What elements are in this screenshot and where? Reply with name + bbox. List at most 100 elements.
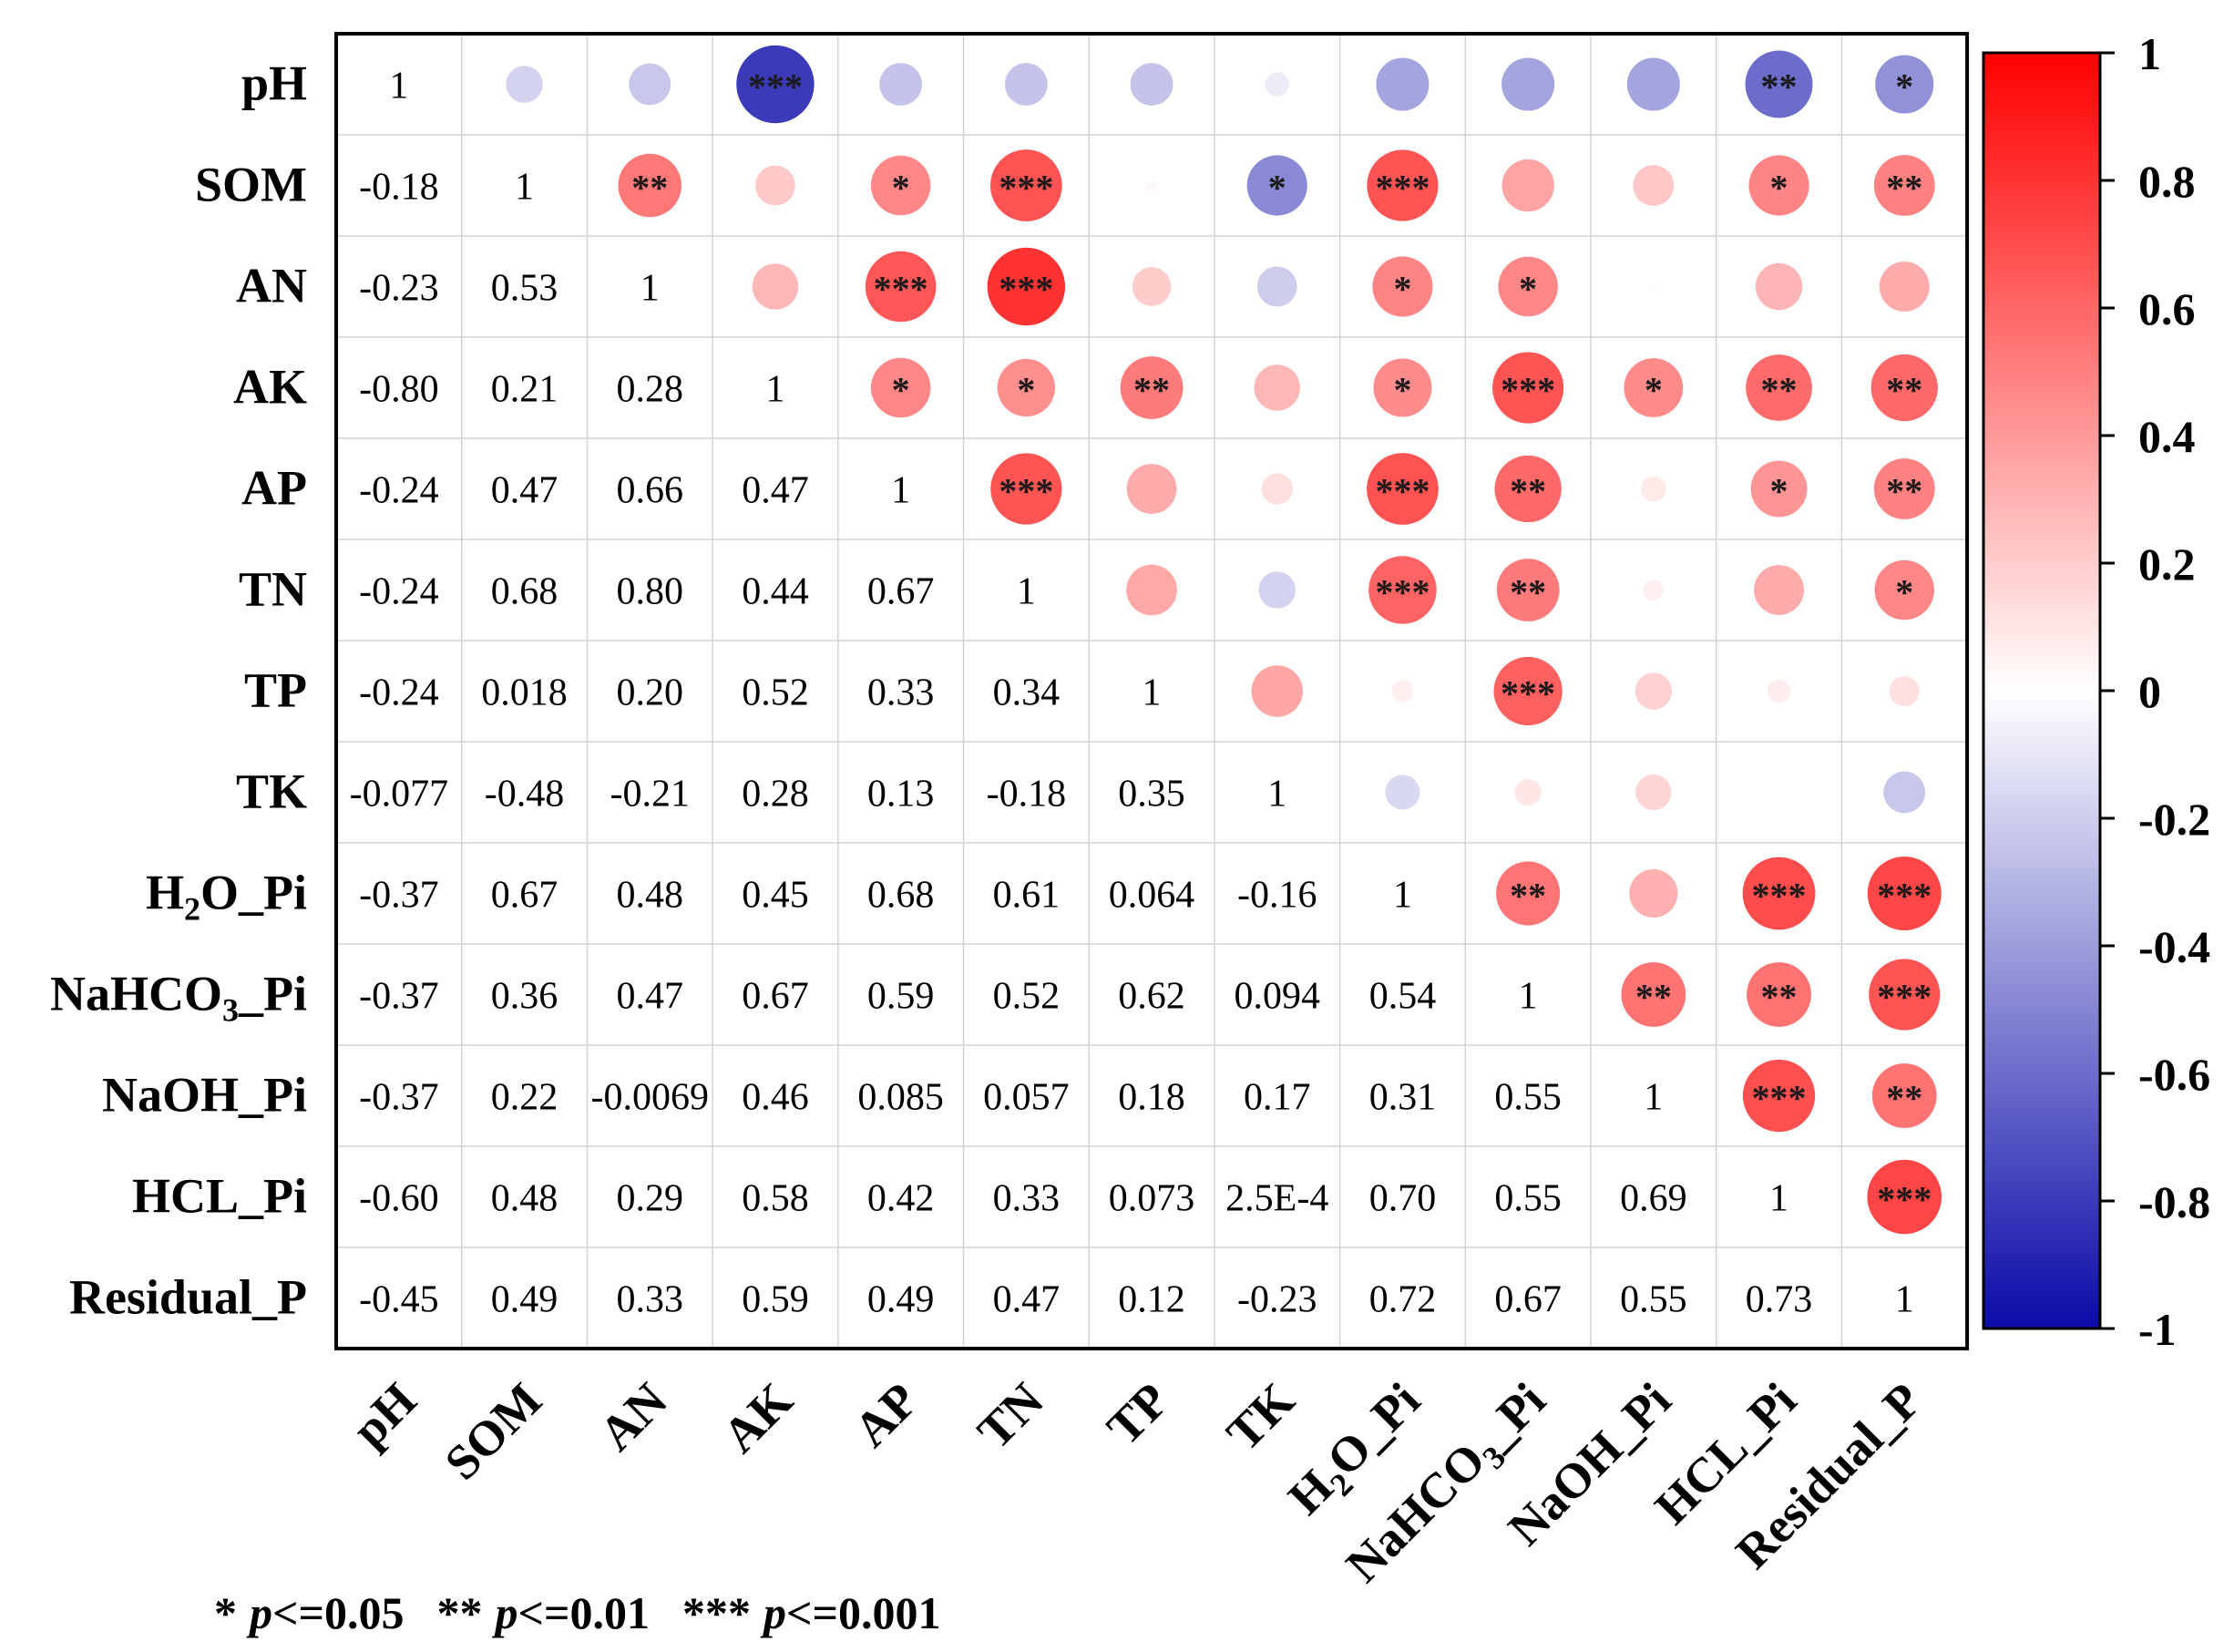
colorbar-tick-label: 0 (2138, 666, 2161, 717)
correlation-circle (1494, 455, 1562, 523)
label-subscript: 3 (222, 992, 239, 1029)
label-base: pH (241, 56, 307, 111)
correlation-value: 0.34 (993, 672, 1061, 714)
significance-stars: *** (1501, 370, 1555, 411)
column-label-ak: AK (712, 1372, 804, 1463)
correlation-circle (1742, 857, 1816, 930)
colorbar-tick-label: -0.4 (2138, 921, 2210, 972)
correlation-circle (1501, 57, 1555, 111)
correlation-value: 0.68 (491, 571, 558, 613)
significance-stars: ** (1761, 977, 1798, 1018)
colorbar-tick-label: -0.8 (2138, 1176, 2210, 1227)
correlation-value: 0.48 (617, 875, 684, 917)
correlation-value: -0.23 (1237, 1279, 1317, 1321)
significance-stars: ** (631, 168, 668, 209)
correlation-circle (870, 155, 931, 216)
correlation-value: 0.12 (1118, 1279, 1185, 1321)
label-base: TN (239, 562, 307, 617)
correlation-value: -0.60 (359, 1178, 439, 1220)
label-base: AK (712, 1372, 804, 1463)
significance-stars: *** (1877, 977, 1932, 1018)
correlation-value: 0.54 (1369, 976, 1437, 1018)
correlation-value: 0.33 (993, 1178, 1061, 1220)
correlation-value: 0.47 (491, 470, 558, 512)
correlation-value: -0.077 (350, 774, 449, 816)
diagonal-value: 1 (1393, 875, 1412, 917)
correlation-value: 0.55 (1494, 1178, 1562, 1220)
correlation-value: -0.37 (359, 976, 439, 1018)
diagonal-value: 1 (1143, 672, 1162, 714)
row-label-an: AN (236, 259, 307, 313)
row-label-ak: AK (233, 360, 307, 415)
label-rest: O_Pi (200, 866, 307, 920)
significance-stars: * (892, 370, 910, 411)
correlation-circle (1875, 55, 1934, 114)
correlation-value: 0.28 (742, 774, 809, 816)
correlation-circle (1748, 155, 1809, 216)
correlation-circle (1629, 868, 1678, 918)
correlation-value: 0.22 (491, 1077, 558, 1119)
correlation-value: 0.36 (491, 976, 558, 1018)
correlation-circle (1635, 672, 1673, 710)
significance-stars: ** (1886, 1078, 1922, 1119)
label-subscript: 2 (184, 891, 200, 928)
correlation-circle (1871, 1063, 1937, 1128)
diagonal-value: 1 (765, 369, 784, 411)
correlation-circle (1742, 1059, 1816, 1133)
correlation-value: 0.21 (491, 369, 558, 411)
label-base: AP (241, 461, 307, 516)
significance-legend-text: * p<=0.05 ** p<=0.01 *** p<=0.001 (214, 1587, 940, 1638)
label-base: pH (342, 1372, 426, 1457)
matrix-cells: 1 *** ** *-0.18 1 ** * *** * *** * **-0.23 0.53 1 *** *… (350, 45, 1942, 1321)
correlation-value: 0.68 (867, 875, 935, 917)
correlation-circle (1767, 679, 1791, 703)
correlation-circle (1145, 180, 1158, 191)
colorbar-tick-label: 0.2 (2138, 539, 2196, 590)
correlation-circle (1643, 580, 1665, 600)
correlation-circle (1126, 464, 1177, 514)
correlation-circle (736, 45, 815, 124)
correlation-circle (629, 63, 671, 106)
significance-stars: ** (1761, 370, 1798, 411)
correlation-circle (1258, 571, 1296, 609)
significance-stars: ** (1886, 370, 1922, 411)
correlation-circle (1493, 656, 1563, 726)
correlation-value: -0.48 (485, 774, 565, 816)
correlation-circle (1649, 282, 1657, 291)
correlation-circle (1747, 962, 1811, 1027)
correlation-circle (1624, 358, 1684, 417)
correlation-circle (1376, 57, 1430, 111)
correlation-value: -0.0069 (591, 1077, 710, 1119)
correlation-circle (997, 358, 1056, 417)
correlation-circle (1873, 155, 1935, 216)
correlation-circle (752, 263, 799, 310)
correlation-value: 0.52 (993, 976, 1061, 1018)
significance-stars: ** (1133, 370, 1170, 411)
correlation-circle (1874, 559, 1934, 621)
correlation-value: 0.55 (1620, 1279, 1687, 1321)
significance-stars: * (1770, 168, 1788, 209)
correlation-value: 0.80 (617, 571, 684, 613)
label-base: TP (244, 663, 307, 718)
correlation-value: 0.064 (1109, 875, 1195, 917)
colorbar-tick-label: -0.6 (2138, 1049, 2210, 1100)
colorbar-gradient (1983, 53, 2100, 1329)
correlation-value: 0.59 (742, 1279, 809, 1321)
correlation-circle (1261, 473, 1293, 505)
correlation-value: 0.073 (1109, 1178, 1195, 1220)
significance-stars: *** (1501, 673, 1555, 714)
significance-stars: *** (1752, 1078, 1807, 1119)
correlation-value: -0.18 (987, 774, 1067, 816)
correlation-value: 0.73 (1746, 1279, 1813, 1321)
correlation-circle (1883, 771, 1926, 814)
correlation-circle (1750, 460, 1808, 518)
correlation-value: 0.45 (742, 875, 809, 917)
correlation-value: 0.66 (617, 470, 684, 512)
correlation-value: 0.49 (491, 1279, 558, 1321)
colorbar: 1 0.8 0.6 0.4 0.2 0 -0.2 -0.4 -0.6 -0.8 -1 (1982, 28, 2210, 1355)
correlation-value: 0.33 (617, 1279, 684, 1321)
correlation-circle (1879, 262, 1930, 312)
significance-stars: * (1645, 370, 1663, 411)
legend-threshold: <=0.05 (272, 1587, 404, 1638)
